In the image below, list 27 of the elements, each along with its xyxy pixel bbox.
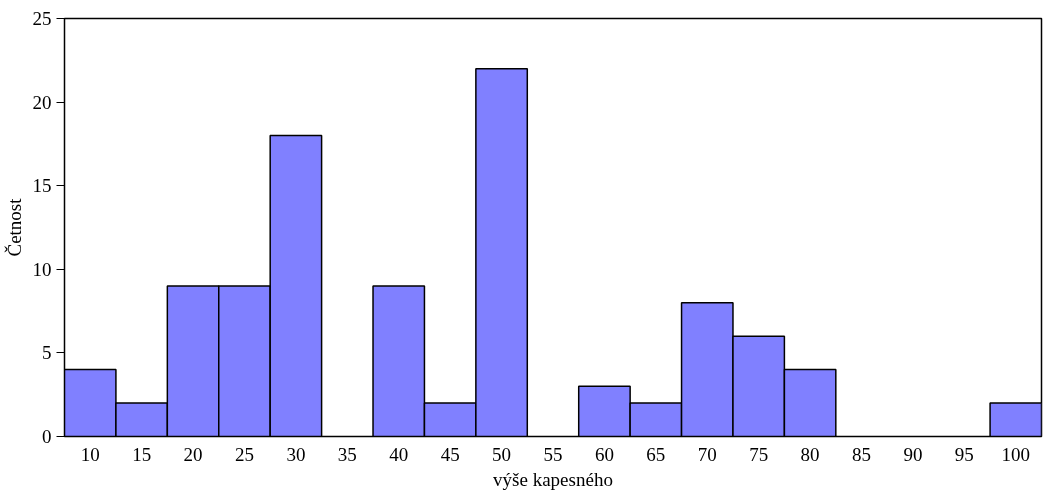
x-tick-label: 100 <box>1001 443 1031 465</box>
x-tick-label: 55 <box>543 443 563 465</box>
x-tick-label: 30 <box>286 443 306 465</box>
x-tick-label: 40 <box>389 443 409 465</box>
x-tick-label: 80 <box>800 443 820 465</box>
x-tick-label: 60 <box>594 443 614 465</box>
y-tick-label: 20 <box>32 91 52 113</box>
x-tick-label: 35 <box>337 443 357 465</box>
x-tick-label: 20 <box>183 443 203 465</box>
y-tick-label: 25 <box>32 8 52 29</box>
x-tick-label: 15 <box>132 443 152 465</box>
x-tick-label: 65 <box>646 443 666 465</box>
x-tick-label: 50 <box>492 443 512 465</box>
x-axis-title: výše kapesného <box>493 468 613 490</box>
y-tick-label: 15 <box>32 175 52 197</box>
x-tick-label: 95 <box>954 443 974 465</box>
x-tick-label: 10 <box>80 443 100 465</box>
y-axis-title: Četnost <box>3 197 25 257</box>
x-tick-label: 75 <box>749 443 769 465</box>
y-tick-label: 10 <box>32 258 52 280</box>
y-tick-label: 5 <box>42 342 52 364</box>
x-tick-label: 90 <box>903 443 923 465</box>
x-tick-label: 45 <box>440 443 460 465</box>
x-tick-label: 70 <box>697 443 717 465</box>
y-tick-label: 0 <box>42 426 52 447</box>
x-tick-label: 85 <box>852 443 872 465</box>
x-tick-label: 25 <box>234 443 254 465</box>
